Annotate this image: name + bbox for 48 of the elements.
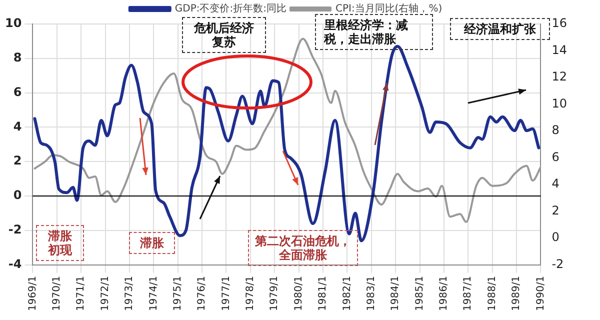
y2-tick-label: 10: [552, 96, 568, 110]
y2-tick-label: 2: [552, 203, 560, 218]
x-tick-label: 1973/1: [124, 276, 136, 312]
y2-tick-label: 14: [552, 42, 568, 57]
y2-tick-label: 4: [552, 176, 560, 191]
x-tick-label: 1974/1: [148, 276, 160, 312]
x-tick-label: 1984/1: [390, 276, 402, 312]
x-tick-label: 1983/1: [366, 276, 377, 312]
y2-tick-label: 16: [552, 16, 568, 30]
x-tick-label: 1976/1: [196, 276, 208, 312]
annotation: 第二次石油危机，全面滞胀: [248, 230, 358, 266]
x-tick-label: 1979/1: [269, 276, 280, 312]
x-tick-label: 1989/1: [511, 276, 522, 312]
y2-tick-label: 12: [552, 70, 568, 84]
y-tick-label: 10: [4, 16, 22, 30]
x-tick-label: 1981/1: [318, 276, 329, 312]
y-tick-label: 4: [13, 119, 22, 134]
x-tick-label: 1972/1: [100, 276, 111, 312]
x-tick-label: 1971/1: [76, 276, 87, 312]
annotation: 危机后经济复苏: [182, 17, 266, 53]
annotation: 经济温和扩张: [450, 18, 550, 40]
x-tick-label: 1986/1: [438, 276, 450, 312]
legend-label: GDP:不变价:折年数:同比: [174, 2, 286, 15]
y-tick-label: 6: [13, 84, 22, 99]
y-tick-label: 0: [13, 188, 22, 202]
legend-label: CPI:当月同比(右轴，%): [335, 2, 442, 15]
x-tick-label: 1987/1: [462, 276, 474, 312]
x-tick-label: 1977/1: [220, 276, 232, 312]
x-tick-label: 1985/1: [414, 276, 426, 312]
x-tick-label: 1975/1: [172, 276, 184, 312]
annotation: 滞胀: [129, 232, 175, 254]
x-tick-label: 1990/1: [535, 276, 546, 312]
y-tick-label: 8: [13, 50, 22, 65]
annotation: 里根经济学：减税，走出滞胀: [315, 14, 433, 50]
y2-tick-label: -2: [552, 256, 564, 271]
annotation: 滞胀初现: [36, 225, 84, 261]
y2-tick-label: 0: [552, 230, 560, 244]
y-tick-label: -2: [8, 222, 22, 237]
x-tick-label: 1980/1: [293, 276, 304, 312]
x-tick-label: 1978/1: [245, 276, 256, 312]
x-tick-label: 1982/1: [342, 276, 353, 312]
y2-tick-label: 8: [552, 123, 560, 138]
x-tick-label: 1988/1: [486, 276, 498, 312]
x-tick-label: 1970/1: [51, 276, 62, 312]
y-tick-label: 2: [13, 154, 22, 168]
x-tick-label: 1969/1: [27, 276, 38, 312]
y-tick-label: -4: [8, 256, 22, 271]
y2-tick-label: 6: [552, 150, 560, 164]
